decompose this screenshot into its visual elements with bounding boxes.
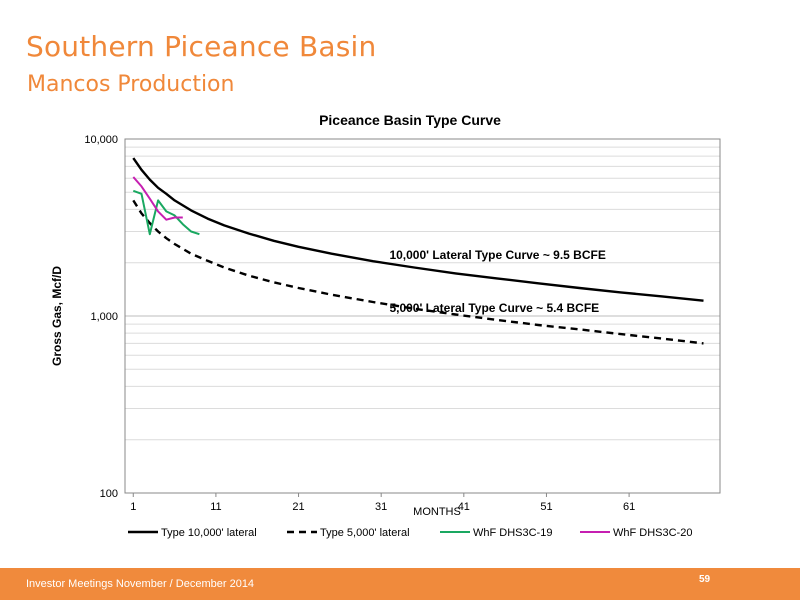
y-tick-label: 100	[100, 488, 118, 500]
chart-title: Piceance Basin Type Curve	[319, 112, 501, 128]
x-tick-label: 11	[210, 501, 221, 513]
y-tick-label: 1,000	[90, 311, 118, 323]
curve-annotation-1: 10,000' Lateral Type Curve ~ 9.5 BCFE	[389, 248, 605, 262]
x-tick-label: 41	[458, 501, 470, 513]
legend-label-4: WhF DHS3C-20	[613, 527, 692, 539]
series-lines	[132, 157, 704, 345]
gridlines	[125, 138, 720, 494]
page-number: 59	[699, 574, 711, 585]
type-curve-chart: Piceance Basin Type Curve 100 1,000 10,000…	[50, 112, 721, 539]
curve-annotation-2: 5,000' Lateral Type Curve ~ 5.4 BCFE	[389, 301, 599, 315]
annotations: 10,000' Lateral Type Curve ~ 9.5 BCFE 5,0…	[389, 248, 605, 315]
legend-label-3: WhF DHS3C-19	[473, 527, 552, 539]
x-tick-label: 31	[375, 501, 387, 513]
x-tick-label: 1	[130, 501, 136, 513]
plot-area	[124, 138, 721, 494]
legend-label-1: Type 10,000' lateral	[161, 527, 257, 539]
series-line-1	[132, 157, 704, 302]
slide-title: Southern Piceance Basin	[26, 30, 377, 63]
y-axis-label: Gross Gas, Mcf/D	[50, 266, 64, 366]
series-line-3	[132, 189, 200, 236]
footer-bar	[0, 568, 800, 600]
series-line-4	[132, 176, 183, 221]
footer-text: Investor Meetings November / December 20…	[26, 578, 255, 590]
legend-label-2: Type 5,000' lateral	[320, 527, 410, 539]
x-tick-label: 61	[623, 501, 635, 513]
x-axis-label: MONTHS	[413, 506, 461, 518]
x-tick-label: 21	[292, 501, 304, 513]
legend: Type 10,000' lateral Type 5,000' lateral W…	[128, 527, 692, 539]
y-tick-label: 10,000	[84, 134, 118, 146]
x-tick-label: 51	[540, 501, 552, 513]
slide-subtitle: Mancos Production	[27, 72, 235, 97]
series-line-2	[132, 199, 704, 345]
